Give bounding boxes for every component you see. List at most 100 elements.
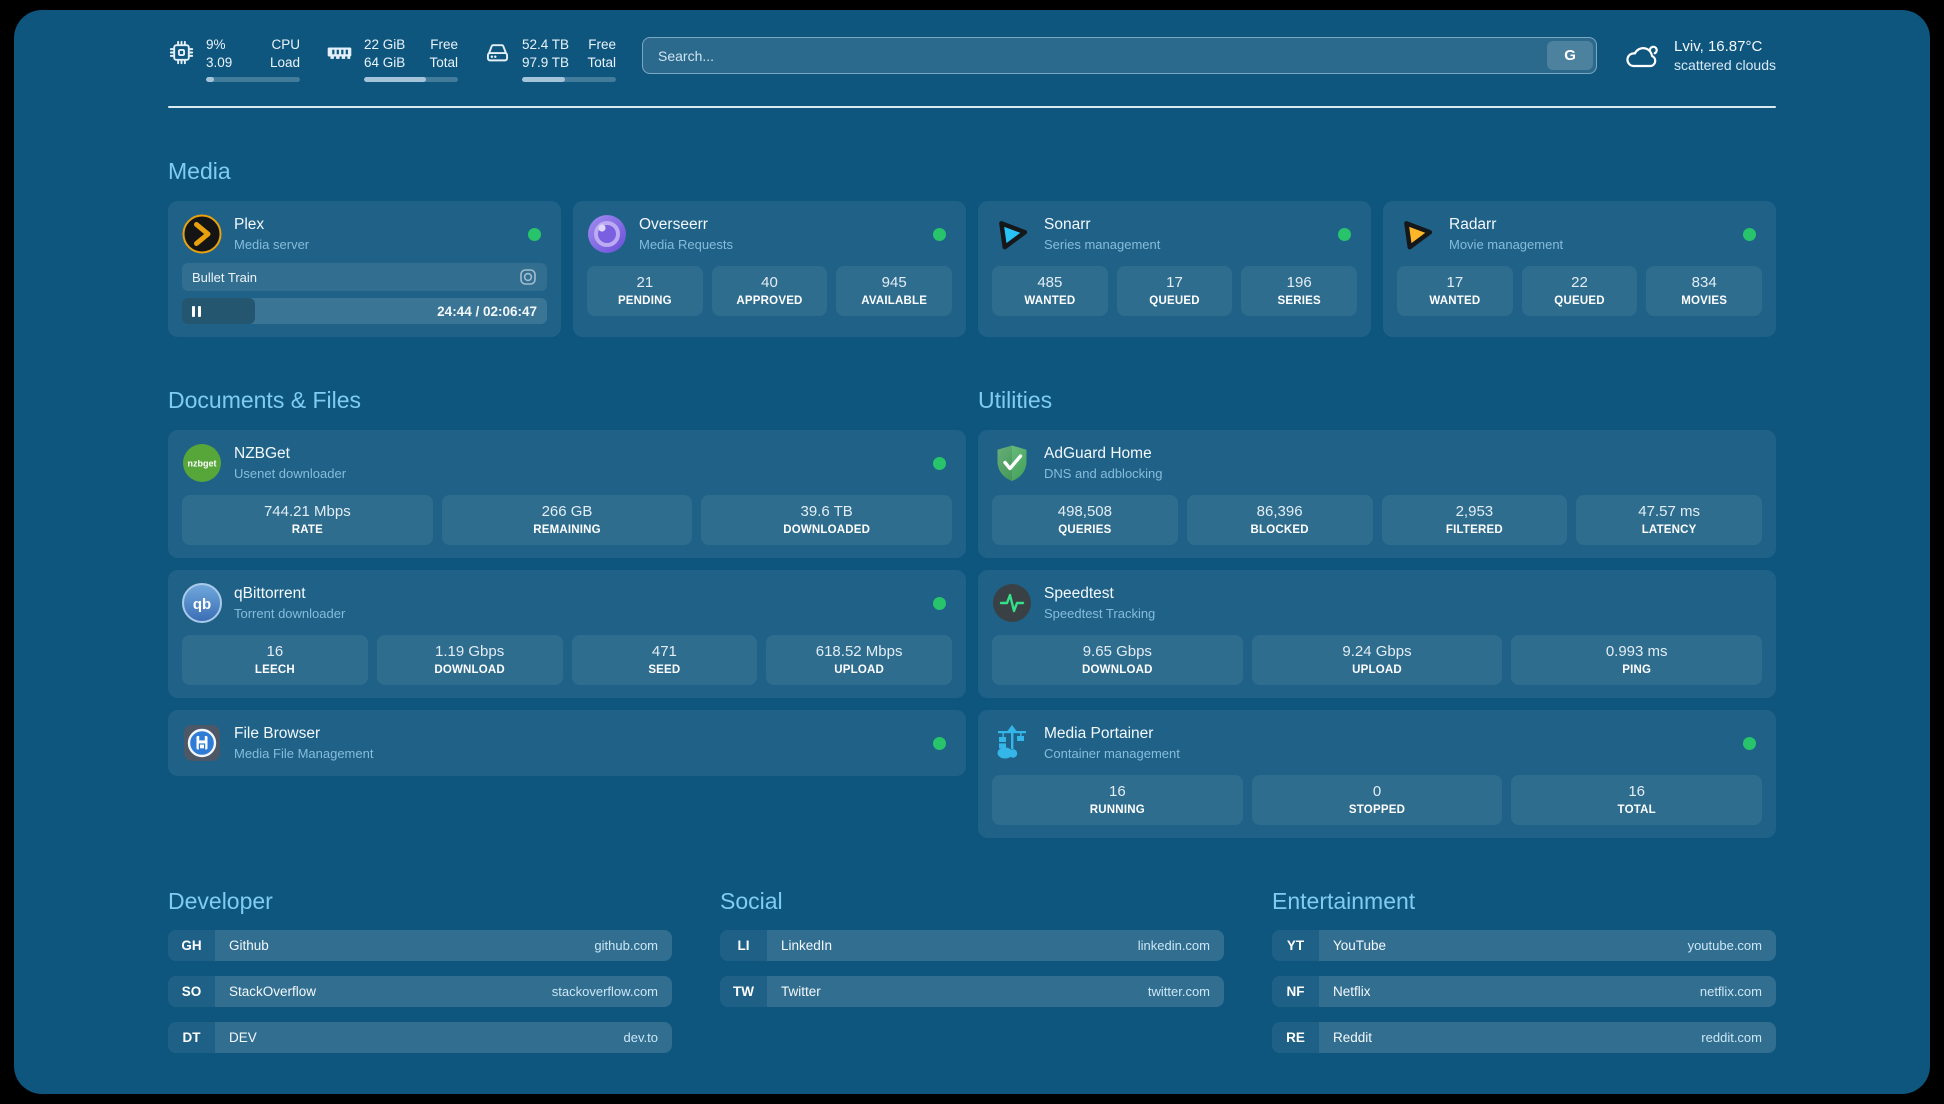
app-card-portainer[interactable]: Media Portainer Container management 16 R…	[978, 710, 1776, 839]
link-abbr: LI	[720, 930, 767, 962]
app-name: Speedtest	[1044, 585, 1114, 603]
app-card-sonarr[interactable]: Sonarr Series management 485 WANTED 17 QUE…	[978, 201, 1371, 338]
app-card-speedtest[interactable]: Speedtest Speedtest Tracking 9.65 Gbps DO…	[978, 570, 1776, 699]
link-row-linkedin[interactable]: LI LinkedIn linkedin.com	[720, 930, 1224, 962]
status-dot	[933, 227, 946, 241]
weather-condition: scattered clouds	[1674, 57, 1776, 73]
link-abbr: YT	[1272, 930, 1319, 962]
link-row-youtube[interactable]: YT YouTube youtube.com	[1272, 930, 1776, 962]
link-row-reddit[interactable]: RE Reddit reddit.com	[1272, 1022, 1776, 1054]
link-name: Twitter	[781, 984, 821, 1000]
stat-box: 498,508 QUERIES	[992, 495, 1178, 546]
section-title-media: Media	[168, 158, 231, 185]
stat-box: 40 APPROVED	[711, 266, 828, 317]
link-name: Reddit	[1333, 1030, 1373, 1046]
section-title-entertainment: Entertainment	[1272, 888, 1416, 915]
stat-box: 0 STOPPED	[1251, 775, 1503, 826]
status-dot	[1743, 736, 1756, 750]
link-row-github[interactable]: GH Github github.com	[168, 930, 672, 962]
status-dot	[1743, 227, 1756, 241]
app-name: NZBGet	[234, 445, 290, 463]
cpu-progress-bar	[206, 77, 300, 83]
disk-icon	[484, 39, 511, 66]
link-abbr: GH	[168, 930, 215, 962]
pause-button[interactable]	[192, 305, 201, 317]
sonarr-icon	[992, 214, 1032, 254]
link-domain: github.com	[594, 938, 658, 954]
link-domain: netflix.com	[1699, 984, 1762, 1000]
memory-free: 22 GiB	[364, 37, 406, 52]
app-name: qBittorrent	[234, 585, 306, 603]
link-domain: stackoverflow.com	[551, 984, 658, 1000]
memory-label-2: Total	[429, 54, 458, 70]
link-domain: twitter.com	[1147, 984, 1210, 1000]
filebrowser-icon	[182, 723, 222, 763]
link-row-stackoverflow[interactable]: SO StackOverflow stackoverflow.com	[168, 976, 672, 1008]
stat-box: 16 TOTAL	[1511, 775, 1763, 826]
app-card-plex[interactable]: Plex Media server Bullet Train 24:44 / 0	[168, 201, 561, 338]
stat-box: 17 WANTED	[1397, 266, 1513, 317]
section-title-documents: Documents & Files	[168, 387, 362, 414]
app-card-filebrowser[interactable]: File Browser Media File Management	[168, 710, 966, 777]
memory-progress-bar	[364, 77, 458, 83]
app-name: File Browser	[234, 725, 321, 743]
app-subtitle: Media server	[234, 237, 310, 253]
link-domain: youtube.com	[1687, 938, 1762, 954]
stat-box: 266 GB REMAINING	[441, 495, 693, 546]
section-title-developer: Developer	[168, 888, 273, 915]
stat-box: 47.57 ms LATENCY	[1576, 495, 1762, 546]
status-dot	[933, 596, 946, 610]
nzbget-icon: nzbget	[182, 443, 222, 483]
plex-icon	[182, 214, 222, 254]
link-row-twitter[interactable]: TW Twitter twitter.com	[720, 976, 1224, 1008]
link-abbr: DT	[168, 1022, 215, 1054]
cpu-label-1: CPU	[271, 37, 300, 52]
app-card-nzbget[interactable]: nzbget NZBGet Usenet downloader 744.21 M…	[168, 430, 966, 559]
weather-location-temp: Lviv, 16.87°C	[1674, 38, 1763, 55]
cpu-usage: 9%	[206, 37, 226, 52]
link-row-dev[interactable]: DT DEV dev.to	[168, 1022, 672, 1054]
link-name: DEV	[229, 1030, 257, 1046]
cpu-icon	[168, 39, 195, 66]
stat-box: 0.993 ms PING	[1511, 635, 1763, 686]
app-card-radarr[interactable]: Radarr Movie management 17 WANTED 22 QUEUE…	[1383, 201, 1776, 338]
app-name: Media Portainer	[1044, 725, 1154, 743]
app-card-overseerr[interactable]: Overseerr Media Requests 21 PENDING 40 APP…	[573, 201, 966, 338]
memory-total: 64 GiB	[364, 54, 406, 70]
cloud-icon	[1623, 41, 1661, 71]
speedtest-icon	[992, 583, 1032, 623]
radarr-icon	[1397, 214, 1437, 254]
search-engine-button[interactable]: G	[1547, 41, 1594, 70]
link-name: LinkedIn	[781, 938, 833, 954]
stat-box: 485 WANTED	[992, 266, 1108, 317]
app-subtitle: Container management	[1044, 746, 1180, 762]
weather-widget: Lviv, 16.87°C scattered clouds	[1623, 38, 1776, 73]
link-domain: reddit.com	[1701, 1030, 1762, 1046]
disk-label-1: Free	[588, 37, 616, 52]
stat-box: 196 SERIES	[1241, 266, 1358, 317]
app-name: AdGuard Home	[1044, 445, 1152, 463]
search-bar: G	[642, 37, 1598, 74]
header-divider	[168, 106, 1776, 109]
cpu-widget: 9% 3.09 CPU Load	[168, 36, 300, 83]
stat-box: 21 PENDING	[587, 266, 703, 317]
svg-text:qb: qb	[193, 596, 211, 613]
status-dot	[528, 227, 541, 241]
stat-box: 39.6 TB DOWNLOADED	[701, 495, 953, 546]
app-subtitle: Speedtest Tracking	[1044, 606, 1156, 622]
stat-box: 86,396 BLOCKED	[1186, 495, 1373, 546]
stat-box: 16 RUNNING	[992, 775, 1243, 826]
app-card-adguard[interactable]: AdGuard Home DNS and adblocking 498,508 Q…	[978, 430, 1776, 559]
search-input[interactable]	[642, 37, 1598, 74]
svg-text:nzbget: nzbget	[188, 459, 217, 469]
app-subtitle: Series management	[1044, 237, 1161, 253]
disk-progress-bar	[522, 77, 616, 83]
app-card-qbittorrent[interactable]: qb qBittorrent Torrent downloader 16 LEEC…	[168, 570, 966, 699]
stat-box: 2,953 FILTERED	[1381, 495, 1568, 546]
link-row-netflix[interactable]: NF Netflix netflix.com	[1272, 976, 1776, 1008]
now-playing-title: Bullet Train	[192, 269, 258, 285]
stat-box: 22 QUEUED	[1521, 266, 1638, 317]
app-subtitle: Torrent downloader	[234, 606, 346, 622]
adguard-icon	[992, 443, 1032, 483]
status-dot	[933, 456, 946, 470]
